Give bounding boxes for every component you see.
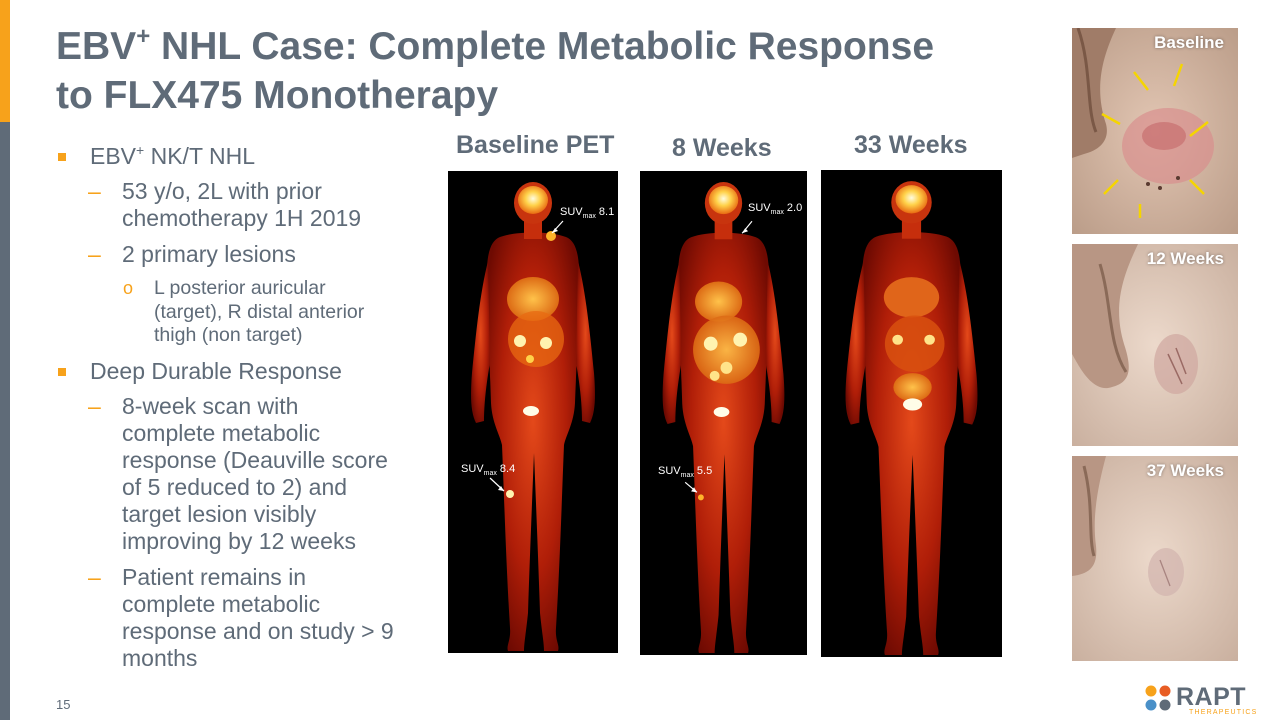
photo-label-baseline: Baseline bbox=[1154, 33, 1224, 52]
accent-bar-orange bbox=[0, 0, 10, 122]
logo-subtitle: THERAPEUTICS bbox=[1189, 709, 1258, 716]
subbullet-patient: – 53 y/o, 2L with prior chemotherapy 1H … bbox=[56, 178, 396, 232]
pet-scan-baseline: SUVmax 8.1 SUVmax 8.4 bbox=[448, 171, 618, 653]
page-number: 15 bbox=[56, 697, 71, 712]
subbullet-scan-result: – 8-week scan with complete metabolic re… bbox=[56, 393, 396, 555]
photo-baseline: Baseline bbox=[1072, 28, 1238, 234]
bullet-response: Deep Durable Response bbox=[56, 358, 396, 385]
subbullet-ongoing: – Patient remains in complete metabolic … bbox=[56, 564, 396, 672]
skin-photo-37-weeks bbox=[1072, 456, 1238, 661]
suv-label-8-weeks-upper: SUVmax 2.0 bbox=[748, 202, 803, 217]
photo-label-12-weeks: 12 Weeks bbox=[1146, 249, 1224, 268]
accent-bar-gray bbox=[0, 122, 10, 720]
slide-title: EBV+ NHL Case: Complete Metabolic Respon… bbox=[56, 22, 1046, 120]
title-line1-a: EBV bbox=[56, 25, 137, 68]
pet-figure-baseline bbox=[471, 182, 595, 651]
bullet-diagnosis-sup: + bbox=[136, 142, 145, 158]
bullet-marker-square bbox=[58, 367, 66, 376]
bullet-response-text: Deep Durable Response bbox=[90, 357, 342, 384]
subbullet-ongoing-text: Patient remains in complete metabolic re… bbox=[122, 563, 394, 671]
company-logo: RAPT THERAPEUTICS bbox=[1143, 683, 1265, 717]
pet-header-33-weeks: 33 Weeks bbox=[854, 131, 968, 159]
bullet-diagnosis: EBV+ NK/T NHL bbox=[56, 143, 396, 170]
title-superscript: + bbox=[136, 23, 151, 50]
pet-scan-33-weeks bbox=[821, 170, 1002, 657]
subsubbullet-lesion-detail: o L posterior auricular (target), R dist… bbox=[56, 277, 396, 348]
photo-label-37-weeks: 37 Weeks bbox=[1146, 461, 1224, 480]
pet-figure-8-weeks bbox=[662, 182, 785, 653]
bullet-diagnosis-a: EBV bbox=[90, 143, 137, 169]
title-line1-b: NHL Case: Complete Metabolic Response bbox=[150, 25, 935, 68]
bullet-list: EBV+ NK/T NHL – 53 y/o, 2L with prior ch… bbox=[56, 143, 396, 681]
title-line2: to FLX475 Monotherapy bbox=[56, 74, 499, 117]
pet-header-8-weeks: 8 Weeks bbox=[672, 134, 772, 162]
subbullet-lesions-text: 2 primary lesions bbox=[122, 241, 296, 267]
subbullet-patient-text: 53 y/o, 2L with prior chemotherapy 1H 20… bbox=[122, 178, 362, 231]
skin-photo-12-weeks bbox=[1072, 244, 1238, 446]
photo-37-weeks: 37 Weeks bbox=[1072, 456, 1238, 661]
dash-marker: – bbox=[88, 178, 101, 204]
rapt-logo-mark-icon bbox=[1145, 685, 1171, 711]
bullet-diagnosis-b: NK/T NHL bbox=[144, 143, 255, 169]
skin-photo-baseline bbox=[1072, 28, 1238, 234]
dash-marker: – bbox=[88, 241, 101, 267]
pet-scan-8-weeks: SUVmax 2.0 SUVmax 5.5 bbox=[640, 171, 807, 655]
dash-marker: – bbox=[88, 392, 101, 419]
logo-wordmark: RAPT bbox=[1176, 683, 1247, 711]
circle-marker: o bbox=[123, 278, 134, 298]
subbullet-scan-result-text: 8-week scan with complete metabolic resp… bbox=[122, 392, 388, 554]
subbullet-lesions: – 2 primary lesions bbox=[56, 241, 396, 268]
pet-figure-33-weeks bbox=[845, 181, 978, 655]
suv-label-8-weeks-lower: SUVmax 5.5 bbox=[658, 465, 713, 480]
dash-marker: – bbox=[88, 563, 101, 590]
suv-label-baseline-lower: SUVmax 8.4 bbox=[461, 463, 516, 478]
pet-header-baseline: Baseline PET bbox=[456, 131, 615, 159]
bullet-marker-square bbox=[58, 153, 66, 161]
lesion-detail-text: L posterior auricular (target), R distal… bbox=[154, 277, 365, 346]
suv-label-baseline-upper: SUVmax 8.1 bbox=[560, 206, 615, 221]
photo-12-weeks: 12 Weeks bbox=[1072, 244, 1238, 446]
